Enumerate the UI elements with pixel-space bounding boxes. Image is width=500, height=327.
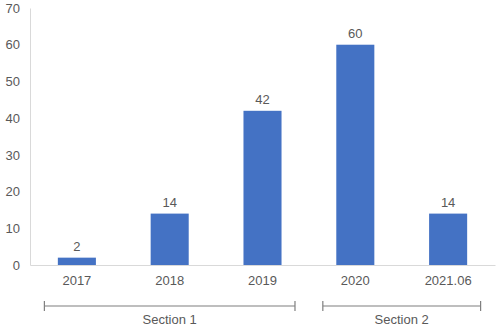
x-axis: 2017 2018 2019 2020 2021.06 — [31, 265, 496, 288]
data-labels: 2 14 42 60 14 — [73, 26, 455, 254]
y-tick: 50 — [6, 74, 30, 89]
bar — [243, 111, 281, 265]
data-label: 14 — [441, 195, 455, 210]
section-label: Section 2 — [375, 312, 429, 327]
y-tick-label: 40 — [6, 111, 20, 126]
annotations: Section 1 Section 2 — [44, 301, 480, 327]
x-tick-label: 2021.06 — [425, 273, 472, 288]
y-tick: 10 — [6, 221, 30, 236]
section-bracket: Section 2 — [323, 301, 481, 327]
plot-area — [58, 45, 467, 265]
bar — [58, 258, 96, 265]
y-tick: 40 — [6, 111, 30, 126]
x-tick: 2019 — [248, 265, 277, 288]
x-tick: 2018 — [155, 265, 184, 288]
y-tick: 0 — [13, 258, 30, 273]
bracket-end — [44, 301, 45, 311]
bracket-line — [44, 305, 295, 306]
bar — [151, 214, 189, 265]
x-tick-label: 2018 — [155, 273, 184, 288]
y-tick: 20 — [6, 184, 30, 199]
y-tick-label: 10 — [6, 221, 20, 236]
y-tick: 70 — [6, 1, 30, 16]
y-tick-label: 30 — [6, 148, 20, 163]
y-axis-line — [30, 9, 31, 266]
x-tick: 2020 — [341, 265, 370, 288]
bracket-line — [323, 305, 481, 306]
data-label: 2 — [73, 239, 80, 254]
x-tick: 2017 — [62, 265, 91, 288]
bracket-end — [322, 301, 323, 311]
y-tick-label: 20 — [6, 184, 20, 199]
y-tick-label: 70 — [6, 1, 20, 16]
x-tick-label: 2020 — [341, 273, 370, 288]
x-tick-label: 2017 — [62, 273, 91, 288]
bracket-end — [480, 301, 481, 311]
bar — [336, 45, 374, 265]
x-tick: 2021.06 — [425, 265, 472, 288]
data-label: 14 — [162, 195, 176, 210]
section-bracket: Section 1 — [44, 301, 295, 327]
y-tick-label: 0 — [13, 258, 20, 273]
y-axis: 0 10 20 30 40 50 60 70 — [6, 1, 31, 273]
bar — [429, 214, 467, 265]
section-label: Section 1 — [143, 312, 197, 327]
y-tick: 30 — [6, 148, 30, 163]
chart: 0 10 20 30 40 50 60 70 2017 2018 2019 2020 2021.06 2 1… — [0, 0, 500, 327]
y-tick: 60 — [6, 37, 30, 52]
y-tick-label: 50 — [6, 74, 20, 89]
x-axis-line — [31, 265, 496, 266]
x-tick-label: 2019 — [248, 273, 277, 288]
bracket-end — [294, 301, 295, 311]
data-label: 60 — [348, 26, 362, 41]
y-tick-label: 60 — [6, 37, 20, 52]
data-label: 42 — [255, 92, 269, 107]
